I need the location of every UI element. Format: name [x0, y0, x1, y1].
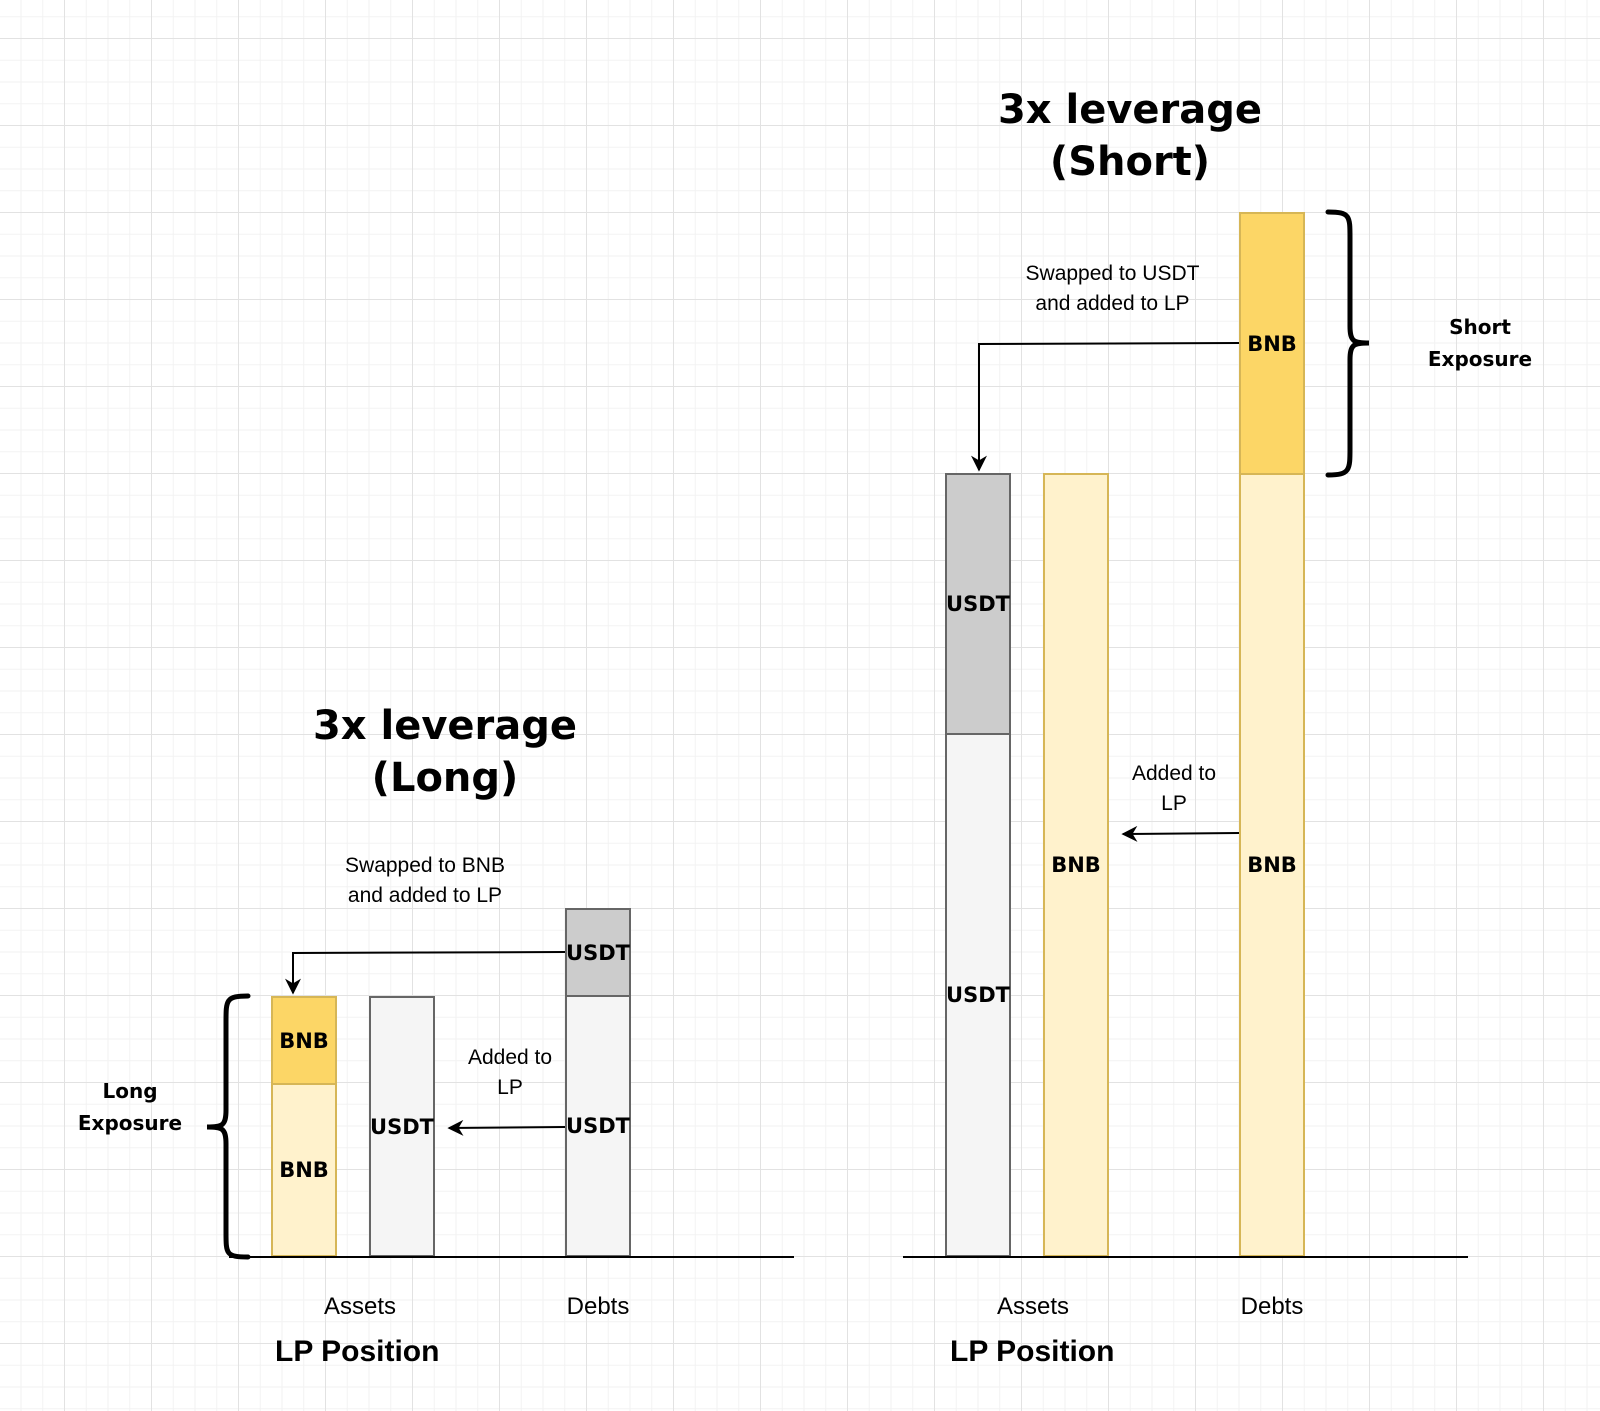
- long-usdt-debt-bottom-label: USDT: [566, 1114, 630, 1138]
- short-swap-note-line2: and added to LP: [1035, 292, 1190, 315]
- long-swap-arrow: [285, 951, 566, 995]
- long-added-note-line2: LP: [497, 1076, 523, 1099]
- short-title-line2: (Short): [1049, 139, 1211, 185]
- short-title: 3x leverage (Short): [970, 84, 1290, 188]
- long-bnb-bottom-segment: BNB: [271, 1083, 337, 1257]
- long-bnb-bottom-label: BNB: [279, 1158, 329, 1182]
- short-bnb-debt-top-segment: BNB: [1239, 212, 1305, 475]
- short-usdt-top-segment: USDT: [945, 473, 1011, 735]
- long-exposure-brace: [206, 993, 251, 1260]
- long-assets-label: Assets: [323, 1293, 397, 1320]
- long-usdt-debt-top-segment: USDT: [565, 908, 631, 997]
- long-swap-note-line2: and added to LP: [347, 884, 503, 907]
- long-title-line2: (Long): [371, 755, 519, 801]
- short-added-arrow: [1121, 825, 1240, 842]
- long-bnb-top-segment: BNB: [271, 996, 337, 1085]
- long-usdt-asset-bar: USDT: [369, 996, 435, 1257]
- long-lp-position-label: LP Position: [275, 1335, 440, 1368]
- short-added-note-line2: LP: [1161, 792, 1187, 815]
- short-title-line1: 3x leverage: [997, 87, 1263, 133]
- long-added-note-line1: Added to: [467, 1046, 553, 1069]
- long-swap-note-line1: Swapped to BNB: [345, 854, 505, 877]
- long-exposure-line1: Long: [102, 1079, 158, 1103]
- long-exposure-line2: Exposure: [77, 1111, 183, 1135]
- short-usdt-bottom-segment: USDT: [945, 733, 1011, 1257]
- short-exposure-label: Short Exposure: [1415, 311, 1545, 375]
- short-bnb-debt-top-label: BNB: [1247, 331, 1297, 356]
- long-usdt-debt-top-label: USDT: [566, 940, 630, 965]
- short-bnb-asset-label: BNB: [1051, 853, 1101, 877]
- long-bnb-top-label: BNB: [279, 1028, 329, 1053]
- short-added-note: Added to LP: [1119, 759, 1229, 819]
- long-exposure-label: Long Exposure: [70, 1075, 190, 1139]
- short-exposure-brace: [1325, 209, 1370, 478]
- short-bnb-asset-bar: BNB: [1043, 473, 1109, 1257]
- short-swap-note: Swapped to USDT and added to LP: [1000, 259, 1225, 319]
- short-debts-label: Debts: [1240, 1293, 1304, 1320]
- long-added-arrow: [447, 1119, 566, 1136]
- short-usdt-top-label: USDT: [946, 592, 1010, 616]
- long-usdt-debt-bottom-segment: USDT: [565, 995, 631, 1257]
- short-added-note-line1: Added to: [1131, 762, 1217, 785]
- short-exposure-line2: Exposure: [1427, 347, 1533, 371]
- long-title: 3x leverage (Long): [285, 700, 605, 804]
- short-lp-position-label: LP Position: [950, 1335, 1115, 1368]
- long-usdt-asset-label: USDT: [370, 1114, 434, 1139]
- short-exposure-line1: Short: [1449, 315, 1511, 339]
- long-added-note: Added to LP: [455, 1043, 565, 1103]
- short-swap-note-line1: Swapped to USDT: [1025, 262, 1200, 285]
- long-debts-label: Debts: [566, 1293, 630, 1320]
- short-bnb-debt-bottom-label: BNB: [1247, 853, 1297, 877]
- long-title-line1: 3x leverage: [312, 703, 578, 749]
- long-swap-note: Swapped to BNB and added to LP: [310, 851, 540, 911]
- short-usdt-bottom-label: USDT: [946, 983, 1010, 1007]
- short-swap-arrow: [971, 342, 1240, 472]
- short-assets-label: Assets: [996, 1293, 1070, 1320]
- short-bnb-debt-bottom-segment: BNB: [1239, 473, 1305, 1257]
